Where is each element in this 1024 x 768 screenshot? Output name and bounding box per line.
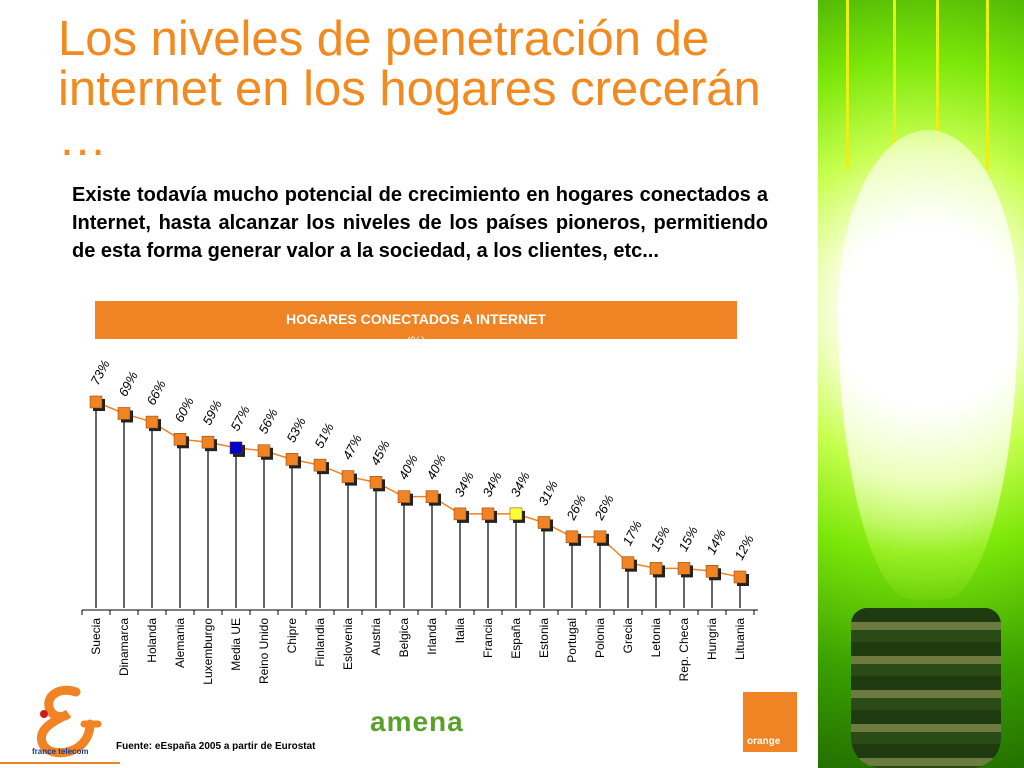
category-label: Grecia — [621, 618, 635, 654]
data-point — [285, 453, 299, 466]
wire-decoration — [986, 0, 989, 170]
source-note: Fuente: eEspaña 2005 a partir de Eurosta… — [116, 741, 316, 752]
category-label: Reino Unido — [257, 618, 271, 684]
data-label: 34% — [507, 469, 532, 499]
category-label: Hungria — [705, 618, 719, 660]
wire-decoration — [893, 0, 896, 170]
data-point — [229, 441, 243, 455]
category-label: Estonia — [537, 618, 551, 658]
data-point — [341, 470, 355, 483]
data-label: 56% — [255, 406, 280, 436]
category-label: Belgica — [397, 618, 411, 658]
data-point — [173, 433, 187, 446]
lightbulb-image — [818, 0, 1024, 768]
data-point — [145, 415, 159, 429]
data-point — [537, 516, 551, 529]
data-label: 60% — [171, 395, 196, 425]
data-label: 47% — [339, 432, 364, 462]
slide-title: Los niveles de penetración de internet e… — [58, 12, 761, 166]
data-label: 51% — [311, 420, 336, 450]
category-label: Austria — [369, 618, 383, 656]
category-label: Luxemburgo — [201, 618, 215, 685]
series-line — [95, 401, 741, 578]
data-point — [117, 407, 131, 420]
data-label: 26% — [591, 492, 617, 523]
data-point — [621, 556, 635, 569]
data-label: 69% — [115, 369, 140, 399]
data-point — [705, 565, 719, 578]
data-point — [89, 395, 103, 409]
data-label: 15% — [675, 524, 700, 554]
category-label: Finlandia — [313, 618, 327, 667]
data-label: 40% — [395, 452, 420, 482]
data-point — [509, 507, 523, 521]
category-label: Dinamarca — [117, 618, 131, 676]
data-point — [481, 507, 495, 521]
category-label: Irlanda — [425, 618, 439, 655]
data-label: 14% — [703, 527, 728, 557]
data-point — [313, 458, 327, 472]
category-label: Portugal — [565, 618, 579, 663]
data-label: 66% — [143, 377, 168, 407]
orange-logo: orange — [743, 692, 797, 752]
category-label: Lituania — [733, 618, 747, 660]
bulb-glass — [838, 130, 1018, 600]
data-point — [397, 490, 411, 503]
category-label: Chipre — [285, 618, 299, 654]
data-label: 34% — [451, 469, 476, 499]
data-point — [257, 444, 271, 458]
line-chart: 73% 69% 66%60% 59% 57% 56% 53% 51% 47% 45% 40% 40%3… — [81, 357, 758, 685]
category-label: España — [509, 618, 523, 659]
chart-unit: (%) — [95, 334, 737, 339]
category-label: Rep. Checa — [677, 618, 691, 682]
wire-decoration — [846, 0, 849, 170]
category-label: Media UE — [229, 618, 243, 671]
data-point — [565, 530, 579, 544]
france-telecom-logo-icon — [37, 685, 102, 758]
data-label: 15% — [647, 524, 672, 554]
data-point — [369, 476, 383, 489]
orange-logo-text: orange — [747, 736, 781, 747]
category-label: Eslovenia — [341, 618, 355, 670]
category-label: Alemania — [173, 618, 187, 668]
data-point — [649, 562, 663, 575]
data-label: 73% — [87, 357, 112, 387]
data-label: 31% — [535, 478, 560, 508]
data-point — [677, 562, 691, 575]
data-label: 26% — [563, 492, 589, 523]
data-label: 53% — [283, 415, 308, 445]
footer-divider — [0, 762, 120, 764]
data-label: 57% — [227, 403, 252, 433]
category-label: Francia — [481, 618, 495, 658]
data-label: 17% — [619, 518, 644, 548]
data-label: 59% — [199, 398, 224, 428]
amena-logo: amena — [370, 706, 464, 737]
chart-title: HOGARES CONECTADOS A INTERNET — [285, 311, 547, 327]
data-label: 34% — [479, 469, 504, 499]
category-label: Polonia — [593, 618, 607, 658]
category-label: Suecia — [89, 618, 103, 655]
data-label: 40% — [423, 452, 448, 482]
data-point — [201, 435, 215, 449]
category-label: Letonia — [649, 618, 663, 658]
data-point — [453, 507, 467, 521]
france-telecom-logo-text: france telecom — [32, 747, 89, 756]
category-label: Holanda — [145, 618, 159, 663]
bulb-base — [851, 608, 1001, 768]
data-point — [425, 490, 439, 503]
wire-decoration — [936, 0, 939, 170]
data-point — [733, 570, 747, 584]
data-label: 12% — [731, 532, 756, 562]
intro-paragraph: Existe todavía mucho potencial de crecim… — [72, 184, 768, 262]
data-label: 45% — [367, 438, 392, 468]
category-label: Italia — [453, 618, 467, 644]
data-point — [593, 530, 607, 544]
chart-title-banner: HOGARES CONECTADOS A INTERNET (%) — [95, 301, 737, 339]
